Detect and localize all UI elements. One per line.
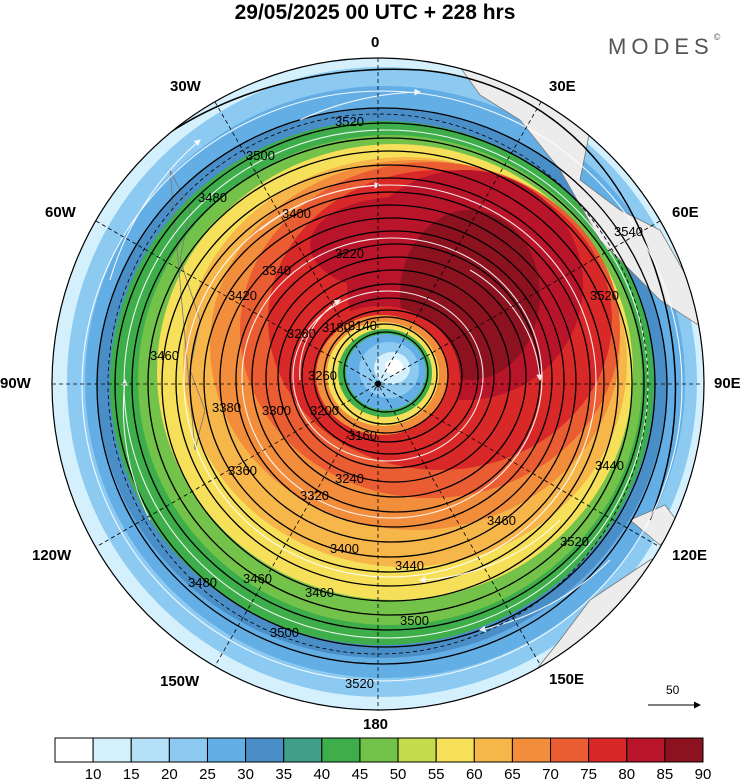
colorbar-swatch (397, 737, 437, 763)
colorbar-swatch (168, 737, 208, 763)
colorbar-swatch (283, 737, 323, 763)
lon-label-60e: 60E (672, 204, 699, 221)
contour-label: 3480 (198, 190, 227, 205)
contour-label: 3400 (282, 206, 311, 221)
colorbar-swatch (473, 737, 513, 763)
map-boundary (51, 57, 705, 711)
lon-label-120e: 120E (672, 547, 708, 564)
contour-label: 3540 (614, 224, 643, 239)
colorbar-swatch (359, 737, 399, 763)
colorbar-swatch (321, 737, 361, 763)
contour-label: 3140 (348, 318, 377, 333)
contour-label: 3340 (262, 263, 291, 278)
colorbar-tick-label: 90 (694, 766, 712, 783)
pole-marker (375, 381, 381, 387)
contour-label: 3460 (487, 513, 516, 528)
brand-name: MODES (608, 34, 714, 59)
colorbar-swatch (92, 737, 132, 763)
colorbar-tick-label: 10 (84, 766, 102, 783)
contour-label: 3320 (300, 488, 329, 503)
contour-label: 3420 (228, 288, 257, 303)
contour-label: 3220 (335, 246, 364, 261)
colorbar-swatch (588, 737, 628, 763)
lon-label-60w: 60W (45, 204, 76, 221)
colorbar-tick-label: 55 (427, 766, 445, 783)
contour-label: 3160 (348, 428, 377, 443)
colorbar-swatch (550, 737, 590, 763)
contour-label: 3460 (243, 571, 272, 586)
copyright-mark: © (713, 32, 721, 42)
lon-label-150w: 150W (160, 673, 200, 690)
colorbar-tick-label: 65 (504, 766, 521, 783)
contour-label: 3180 (322, 320, 351, 335)
contour-label: 3520 (345, 676, 374, 691)
lon-label-150e: 150E (549, 671, 585, 688)
lon-label-120w: 120W (32, 547, 72, 564)
colorbar-tick-label: 25 (199, 766, 216, 783)
colorbar-swatch (664, 737, 704, 763)
contour-label: 3480 (188, 575, 217, 590)
contour-label: 3240 (335, 471, 364, 486)
lon-label-180: 180 (363, 716, 389, 733)
contour-label: 3400 (330, 541, 359, 556)
lon-label-30w: 30W (170, 78, 201, 95)
contour-label: 3440 (395, 558, 424, 573)
contour-label: 3360 (228, 463, 257, 478)
colorbar-tick-label: 20 (161, 766, 178, 783)
colorbar-tick-label: 15 (122, 766, 140, 783)
colorbar-swatch (54, 737, 94, 763)
colorbar-swatch (206, 737, 247, 763)
colorbar-swatch (511, 737, 552, 763)
colorbar-tick-label: 40 (313, 766, 331, 783)
colorbar-tick-label: 35 (275, 766, 293, 783)
colorbar-tick-label: 60 (465, 766, 483, 783)
colorbar-swatch (130, 737, 170, 763)
lon-label-90e: 90E (714, 375, 741, 392)
colorbar-tick-label: 45 (351, 766, 369, 783)
contour-label: 3300 (262, 403, 291, 418)
colorbar-tick-label: 85 (656, 766, 674, 783)
contour-label: 3440 (595, 458, 624, 473)
colorbar-tick-label: 75 (580, 766, 597, 783)
contour-value-labels: 3520 3500 3480 3460 3440 3420 3400 3380 … (150, 114, 643, 691)
modes-logo: MODES© (608, 32, 721, 60)
lon-label-90w: 90W (0, 375, 31, 392)
contour-label: 3500 (246, 148, 275, 163)
colorbar-tick-label: 50 (389, 766, 407, 783)
colorbar-swatch (626, 737, 666, 763)
contour-label: 3500 (400, 613, 429, 628)
colorbar-tick-label: 30 (237, 766, 254, 783)
contour-label: 3520 (560, 534, 589, 549)
colorbar-tick-label: 80 (618, 766, 636, 783)
map-title: 29/05/2025 00 UTC + 228 hrs (234, 1, 516, 24)
contour-label: 3460 (305, 585, 334, 600)
lon-label-0: 0 (371, 34, 380, 51)
lon-label-30e: 30E (549, 78, 576, 95)
contour-label: 3460 (150, 348, 179, 363)
contour-label: 3280 (287, 326, 316, 341)
colorbar-tick-label: 70 (542, 766, 559, 783)
contour-label: 3500 (270, 625, 299, 640)
colorbar-swatch (435, 737, 475, 763)
colorbar-swatch (245, 737, 285, 763)
contour-label: 3520 (335, 114, 364, 129)
contour-label: 3380 (212, 400, 241, 415)
reference-vector-label: 50 (666, 683, 680, 697)
contour-label: 3520 (590, 288, 619, 303)
colorbar (54, 737, 704, 763)
contour-label: 3200 (310, 403, 339, 418)
contour-label: 3260 (308, 368, 337, 383)
